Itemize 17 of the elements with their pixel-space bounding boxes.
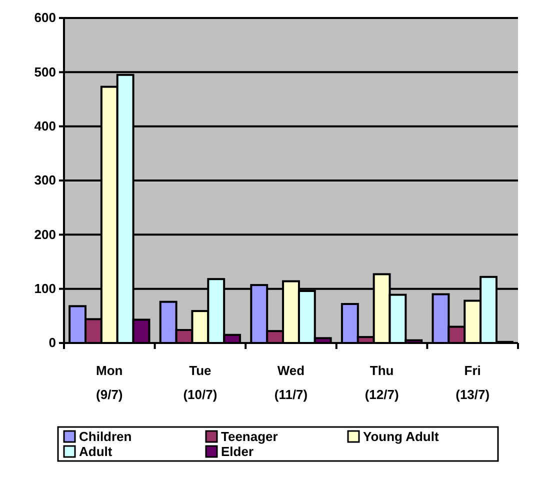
x-tick-label: Wed (11/7): [274, 363, 308, 402]
legend-label: Teenager: [221, 429, 278, 444]
y-tick-label: 500: [34, 64, 56, 80]
y-tick-label: 100: [34, 280, 56, 296]
x-tick-label: Tue (10/7): [183, 363, 218, 402]
x-tick-label: Mon (9/7): [96, 363, 123, 402]
x-tick-label: Thu (12/7): [364, 363, 399, 402]
y-tick-label: 600: [34, 10, 56, 26]
y-tick-label: 0: [48, 335, 56, 350]
legend-label: Elder: [221, 444, 254, 459]
y-tick-label: 300: [34, 172, 56, 188]
y-tick-label: 400: [34, 118, 56, 134]
y-tick-label: 200: [34, 226, 56, 242]
x-tick-label: Fri (13/7): [456, 363, 490, 402]
legend-label: Adult: [79, 444, 113, 459]
legend-label: Children: [79, 429, 132, 444]
legend-label: Young Adult: [363, 429, 440, 444]
